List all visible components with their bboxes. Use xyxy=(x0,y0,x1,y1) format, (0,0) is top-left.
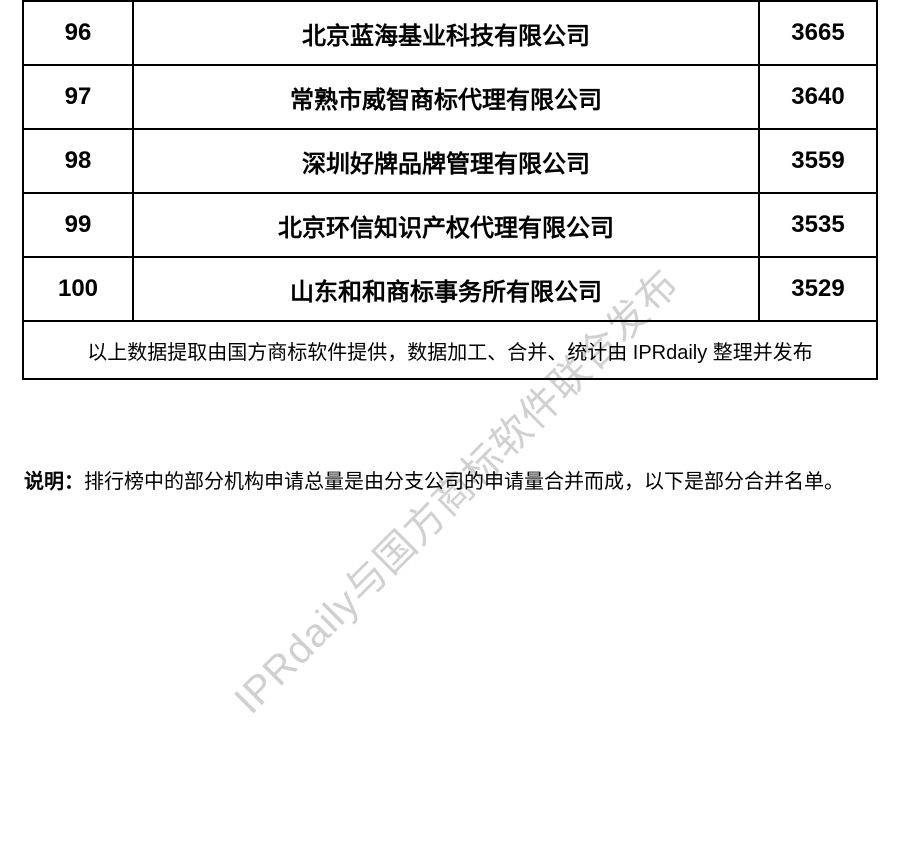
company-cell: 深圳好牌品牌管理有限公司 xyxy=(133,129,759,193)
company-cell: 北京环信知识产权代理有限公司 xyxy=(133,193,759,257)
description-block: 说明：排行榜中的部分机构申请总量是由分支公司的申请量合并而成，以下是部分合并名单… xyxy=(22,458,878,506)
table-row: 100 山东和和商标事务所有限公司 3529 xyxy=(23,257,877,321)
rank-cell: 96 xyxy=(23,1,133,65)
rank-cell: 99 xyxy=(23,193,133,257)
company-cell: 山东和和商标事务所有限公司 xyxy=(133,257,759,321)
table-row: 97 常熟市威智商标代理有限公司 3640 xyxy=(23,65,877,129)
content-wrapper: 96 北京蓝海基业科技有限公司 3665 97 常熟市威智商标代理有限公司 36… xyxy=(0,0,900,506)
table-footer-row: 以上数据提取由国方商标软件提供，数据加工、合并、统计由 IPRdaily 整理并… xyxy=(23,321,877,379)
rank-cell: 98 xyxy=(23,129,133,193)
count-cell: 3640 xyxy=(759,65,877,129)
table-row: 99 北京环信知识产权代理有限公司 3535 xyxy=(23,193,877,257)
count-cell: 3665 xyxy=(759,1,877,65)
company-cell: 常熟市威智商标代理有限公司 xyxy=(133,65,759,129)
table-row: 98 深圳好牌品牌管理有限公司 3559 xyxy=(23,129,877,193)
count-cell: 3559 xyxy=(759,129,877,193)
table-row: 96 北京蓝海基业科技有限公司 3665 xyxy=(23,1,877,65)
count-cell: 3529 xyxy=(759,257,877,321)
description-label: 说明： xyxy=(24,471,84,493)
company-cell: 北京蓝海基业科技有限公司 xyxy=(133,1,759,65)
ranking-table: 96 北京蓝海基业科技有限公司 3665 97 常熟市威智商标代理有限公司 36… xyxy=(22,0,878,380)
description-text: 排行榜中的部分机构申请总量是由分支公司的申请量合并而成，以下是部分合并名单。 xyxy=(84,471,844,493)
rank-cell: 100 xyxy=(23,257,133,321)
count-cell: 3535 xyxy=(759,193,877,257)
rank-cell: 97 xyxy=(23,65,133,129)
table-footer-cell: 以上数据提取由国方商标软件提供，数据加工、合并、统计由 IPRdaily 整理并… xyxy=(23,321,877,379)
